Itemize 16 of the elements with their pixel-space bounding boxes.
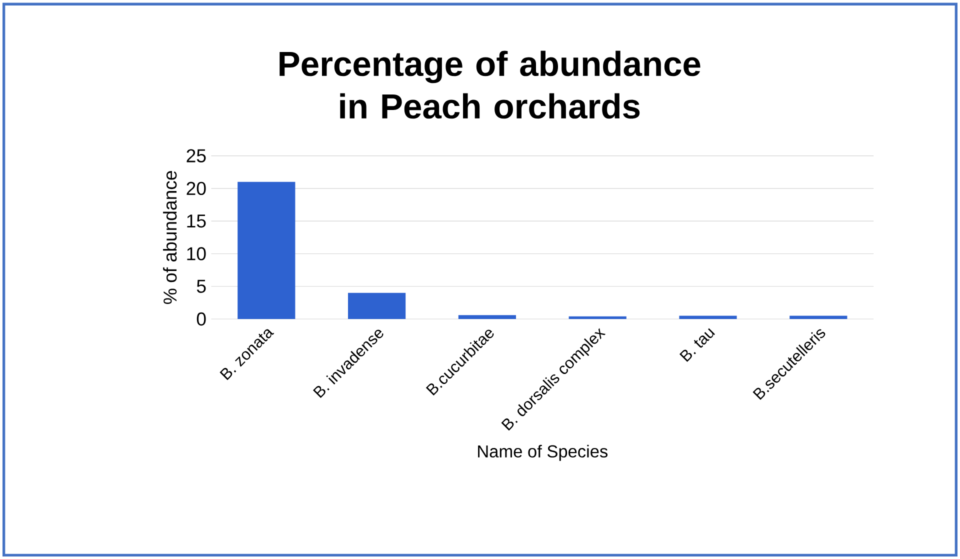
bar [348, 292, 406, 319]
bar [238, 182, 296, 319]
y-tick-label: 0 [196, 312, 206, 326]
chart-title: Percentage of abundance in Peach orchards [280, 50, 700, 119]
y-axis-title: % of abundance [163, 171, 177, 304]
y-tick-label: 20 [186, 182, 206, 196]
y-tick-label: 25 [186, 149, 206, 162]
bar [458, 315, 516, 319]
y-tick-label: 15 [187, 214, 206, 228]
x-axis-title: Name of Species [478, 444, 608, 461]
bar [568, 316, 626, 319]
x-tick-label: B. tau [679, 328, 716, 362]
bar [790, 316, 848, 319]
y-tick-label: 10 [187, 247, 206, 260]
bar [679, 316, 737, 319]
y-tick-label: 5 [196, 280, 206, 293]
